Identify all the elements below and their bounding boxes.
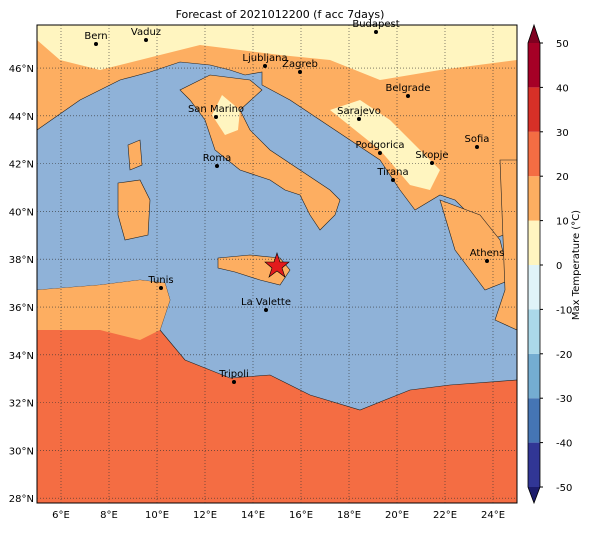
city-dot <box>214 115 218 119</box>
city-dot <box>378 151 382 155</box>
colorbar-under <box>528 487 540 503</box>
city-dot <box>159 286 163 290</box>
lon-tick-label: 6°E <box>52 510 70 521</box>
colorbar-bin <box>528 353 540 399</box>
city-dot <box>232 380 236 384</box>
lon-tick-label: 20°E <box>385 510 409 521</box>
city-dot <box>144 38 148 42</box>
lon-tick-label: 16°E <box>289 510 313 521</box>
city-dot <box>263 64 267 68</box>
colorbar-tick-label: -30 <box>556 394 572 405</box>
balkan-high <box>330 100 440 190</box>
city-label: Sofia <box>465 134 490 145</box>
colorbar-tick-label: 40 <box>556 83 569 94</box>
colorbar-bin <box>528 265 540 310</box>
lat-tick-label: 32°N <box>9 399 34 410</box>
lat-tick-label: 30°N <box>9 446 34 457</box>
colorbar-tick-label: 20 <box>556 172 569 183</box>
lat-tick-label: 38°N <box>9 255 34 266</box>
colorbar-tick-label: 0 <box>556 261 562 272</box>
city-label: Skopje <box>415 150 448 161</box>
lon-tick-label: 18°E <box>337 510 361 521</box>
city-label: Vaduz <box>131 27 161 38</box>
greece <box>439 199 511 291</box>
city-dot <box>215 164 219 168</box>
city-dot <box>357 117 361 121</box>
city-dot <box>406 94 410 98</box>
city-dot <box>475 145 479 149</box>
city-label: Athens <box>470 248 505 259</box>
colorbar-tick-label: -20 <box>556 350 572 361</box>
city-label: La Valette <box>241 297 291 308</box>
colorbar-bin <box>528 442 540 487</box>
city-dot <box>264 308 268 312</box>
city-label: Sarajevo <box>337 106 381 117</box>
colorbar-tick-label: 50 <box>556 39 569 50</box>
lon-tick-label: 10°E <box>145 510 169 521</box>
colorbar-bin <box>528 220 540 265</box>
city-label: Tunis <box>147 275 173 286</box>
city-dot <box>391 178 395 182</box>
lat-tick-label: 46°N <box>9 64 34 75</box>
colorbar-bin <box>528 131 540 177</box>
city-label: Belgrade <box>386 83 431 94</box>
apennines <box>212 95 240 135</box>
colorbar-bin <box>528 87 540 132</box>
colorbar-bin <box>528 309 540 354</box>
lon-tick-label: 14°E <box>241 510 265 521</box>
city-label: Bern <box>84 31 107 42</box>
location-star <box>264 252 290 278</box>
city-dot <box>374 30 378 34</box>
turkey <box>494 159 518 331</box>
city-label: Roma <box>203 153 232 164</box>
city-dot <box>94 42 98 46</box>
city-dot <box>298 70 302 74</box>
corsica <box>127 139 143 171</box>
city-label: Tripoli <box>218 369 249 380</box>
africa-coast <box>37 280 170 340</box>
city-dot <box>485 259 489 263</box>
colorbar-bin <box>528 43 540 88</box>
lon-tick-label: 8°E <box>100 510 118 521</box>
lon-tick-label: 24°E <box>481 510 505 521</box>
lat-tick-label: 34°N <box>9 351 34 362</box>
colorbar-bin <box>528 176 540 221</box>
colorbar-tick-label: -40 <box>556 439 572 450</box>
city-label: Zagreb <box>282 59 318 70</box>
alps <box>37 25 517 80</box>
city-label: Tirana <box>376 167 408 178</box>
city-label: Ljubljana <box>242 53 287 64</box>
colorbar-tick-label: -10 <box>556 305 572 316</box>
colorbar-tick-label: 30 <box>556 128 569 139</box>
lat-tick-label: 40°N <box>9 207 34 218</box>
lon-tick-label: 22°E <box>433 510 457 521</box>
colorbar-tick-label: 10 <box>556 217 569 228</box>
city-label: San Marino <box>188 104 244 115</box>
lat-tick-label: 44°N <box>9 112 34 123</box>
city-label: Podgorica <box>355 140 404 151</box>
sardinia <box>117 179 151 241</box>
city-dot <box>430 161 434 165</box>
colorbar-bin <box>528 398 540 443</box>
title: Forecast of 2021012200 (f acc 7days) <box>176 8 385 21</box>
map-frame <box>36 24 518 504</box>
lon-tick-label: 12°E <box>193 510 217 521</box>
colorbar-label: Max Temperature (°C) <box>571 210 582 320</box>
city-label: Budapest <box>352 19 399 30</box>
colorbar-over <box>528 25 540 43</box>
lat-tick-label: 36°N <box>9 303 34 314</box>
lat-tick-label: 42°N <box>9 160 34 171</box>
lat-tick-label: 28°N <box>9 494 34 505</box>
colorbar-tick-label: -50 <box>556 483 572 494</box>
